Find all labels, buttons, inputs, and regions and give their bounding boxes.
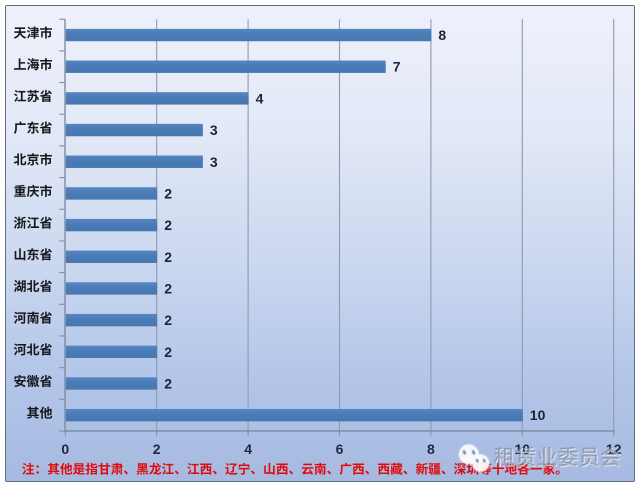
svg-text:2: 2 <box>164 312 172 328</box>
svg-text:3: 3 <box>210 154 218 170</box>
svg-text:2: 2 <box>164 217 172 233</box>
svg-text:10: 10 <box>530 407 546 423</box>
svg-text:2: 2 <box>164 249 172 265</box>
svg-text:4: 4 <box>256 90 264 106</box>
svg-text:8: 8 <box>427 441 435 457</box>
svg-text:8: 8 <box>438 27 446 43</box>
svg-text:2: 2 <box>164 375 172 391</box>
svg-text:6: 6 <box>336 441 344 457</box>
svg-text:2: 2 <box>164 344 172 360</box>
svg-text:7: 7 <box>393 59 401 75</box>
svg-text:0: 0 <box>61 441 69 457</box>
svg-text:2: 2 <box>164 185 172 201</box>
svg-text:2: 2 <box>164 280 172 296</box>
svg-text:4: 4 <box>244 441 252 457</box>
svg-text:2: 2 <box>153 441 161 457</box>
svg-text:3: 3 <box>210 122 218 138</box>
